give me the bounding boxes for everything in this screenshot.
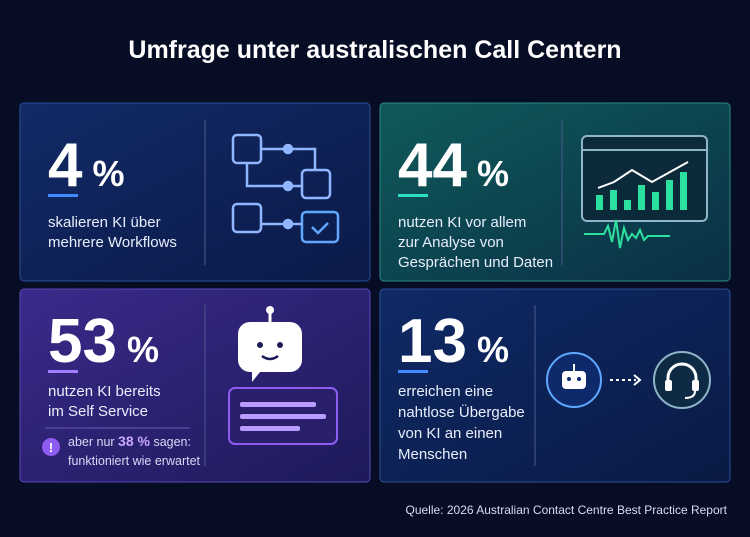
handover-icon: [546, 351, 711, 409]
underline: [48, 370, 78, 373]
alert-icon: [42, 438, 60, 456]
stat: 4%: [48, 131, 125, 200]
underline: [398, 194, 428, 197]
underline: [398, 370, 428, 373]
source: Quelle: 2026 Australian Contact Centre B…: [405, 503, 727, 517]
robot-chat-icon: [228, 306, 338, 445]
desc: zur Analyse von: [398, 234, 504, 251]
dividers: [45, 120, 563, 466]
note: aber nur 38 % sagen:: [68, 433, 191, 449]
desc: von KI an einen: [398, 425, 502, 442]
desc: nutzen KI bereits: [48, 383, 161, 400]
desc: Gesprächen und Daten: [398, 254, 553, 271]
desc: Menschen: [398, 446, 467, 463]
title: Umfrage unter australischen Call Centern: [128, 36, 621, 64]
desc: mehrere Workflows: [48, 234, 177, 251]
desc: erreichen eine: [398, 383, 493, 400]
stat: 13%: [398, 307, 509, 376]
alert-mark: !: [49, 440, 53, 455]
desc: im Self Service: [48, 403, 148, 420]
stat: 44%: [398, 131, 509, 200]
workflow-icon: [231, 133, 340, 244]
stat: 53%: [48, 307, 159, 376]
card: [19, 102, 371, 282]
note: funktioniert wie erwartet: [68, 454, 201, 468]
desc: nutzen KI vor allem: [398, 214, 526, 231]
underline: [48, 194, 78, 197]
analytics-icon: [581, 135, 708, 249]
desc: nahtlose Übergabe: [398, 403, 525, 421]
desc: skalieren KI über: [48, 214, 161, 231]
